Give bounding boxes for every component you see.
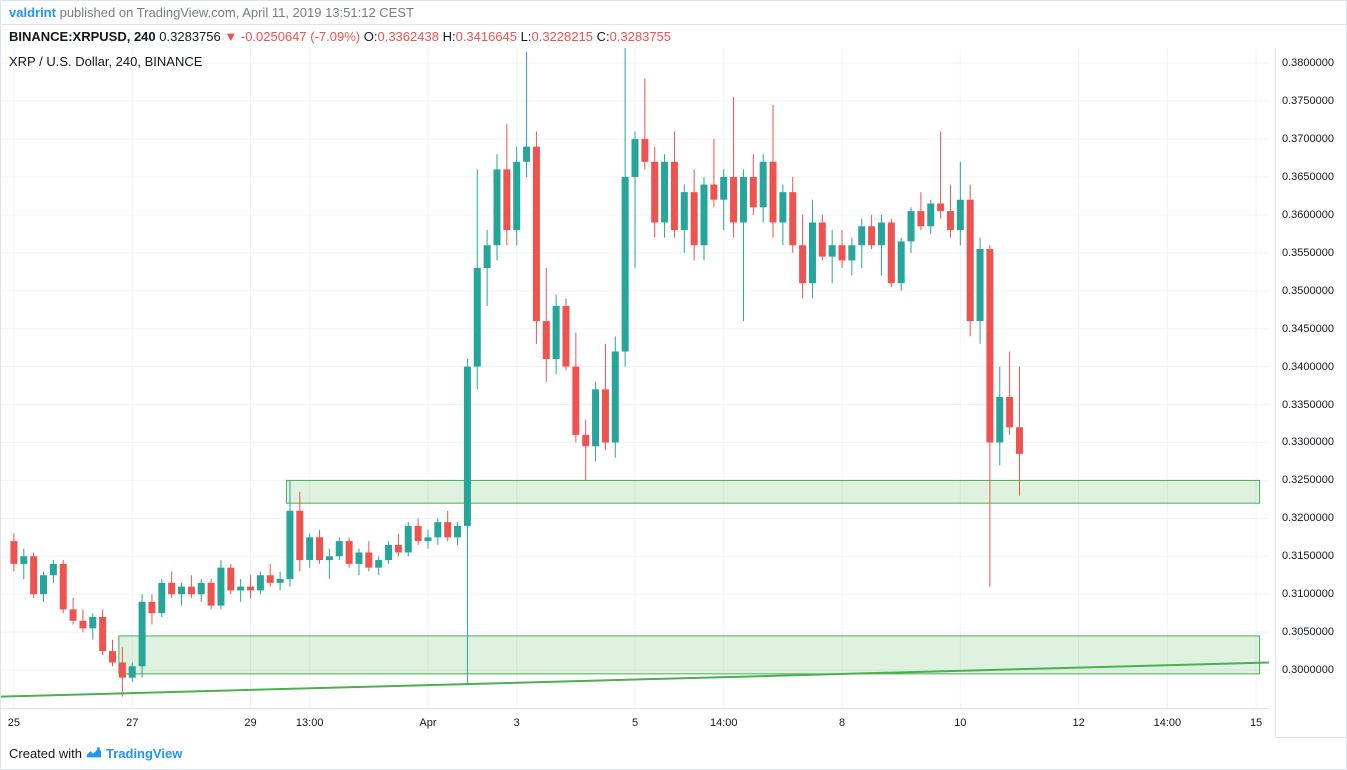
svg-text:12: 12 bbox=[1072, 717, 1084, 729]
arrow-down-icon: ▼ bbox=[224, 29, 237, 44]
change: -0.0250647 bbox=[241, 29, 307, 44]
tradingview-logo-icon bbox=[86, 744, 102, 763]
close: 0.3283755 bbox=[610, 29, 671, 44]
open: 0.3362438 bbox=[377, 29, 438, 44]
svg-text:27: 27 bbox=[126, 717, 138, 729]
svg-text:13:00: 13:00 bbox=[296, 717, 324, 729]
publish-info: published on TradingView.com, April 11, … bbox=[60, 5, 414, 20]
high-label: H: bbox=[443, 29, 456, 44]
svg-text:25: 25 bbox=[8, 717, 20, 729]
tradingview-text: TradingView bbox=[106, 746, 182, 761]
svg-text:Apr: Apr bbox=[419, 717, 436, 729]
chart-legend: XRP / U.S. Dollar, 240, BINANCE bbox=[9, 54, 202, 69]
svg-text:15: 15 bbox=[1250, 717, 1262, 729]
high: 0.3416645 bbox=[456, 29, 517, 44]
svg-text:8: 8 bbox=[839, 717, 845, 729]
svg-text:5: 5 bbox=[632, 717, 638, 729]
svg-text:10: 10 bbox=[954, 717, 966, 729]
close-label: C: bbox=[597, 29, 610, 44]
svg-text:14:00: 14:00 bbox=[1154, 717, 1182, 729]
open-label: O: bbox=[364, 29, 378, 44]
chart-svg: 25 27 29 13:00 Apr 3 5 14:00 8 10 12 14:00 15 bbox=[1, 48, 1269, 738]
symbol: BINANCE:XRPUSD, 240 bbox=[9, 29, 156, 44]
svg-text:29: 29 bbox=[244, 717, 256, 729]
publish-header: valdrint published on TradingView.com, A… bbox=[1, 1, 1346, 25]
svg-text:14:00: 14:00 bbox=[710, 717, 738, 729]
last-price: 0.3283756 bbox=[159, 29, 220, 44]
low-label: L: bbox=[521, 29, 532, 44]
low: 0.3228215 bbox=[531, 29, 592, 44]
footer-text: Created with bbox=[9, 746, 82, 761]
symbol-infobar: BINANCE:XRPUSD, 240 0.3283756 ▼ -0.02506… bbox=[1, 25, 1346, 48]
change-pct: (-7.09%) bbox=[310, 29, 360, 44]
publisher-name: valdrint bbox=[9, 5, 56, 20]
svg-text:3: 3 bbox=[514, 717, 520, 729]
price-chart[interactable]: XRP / U.S. Dollar, 240, BINANCE 25 27 29 13… bbox=[1, 48, 1276, 738]
y-axis: 0.30000000.30500000.31000000.31500000.32… bbox=[1276, 48, 1346, 738]
footer: Created with TradingView bbox=[1, 738, 1346, 769]
